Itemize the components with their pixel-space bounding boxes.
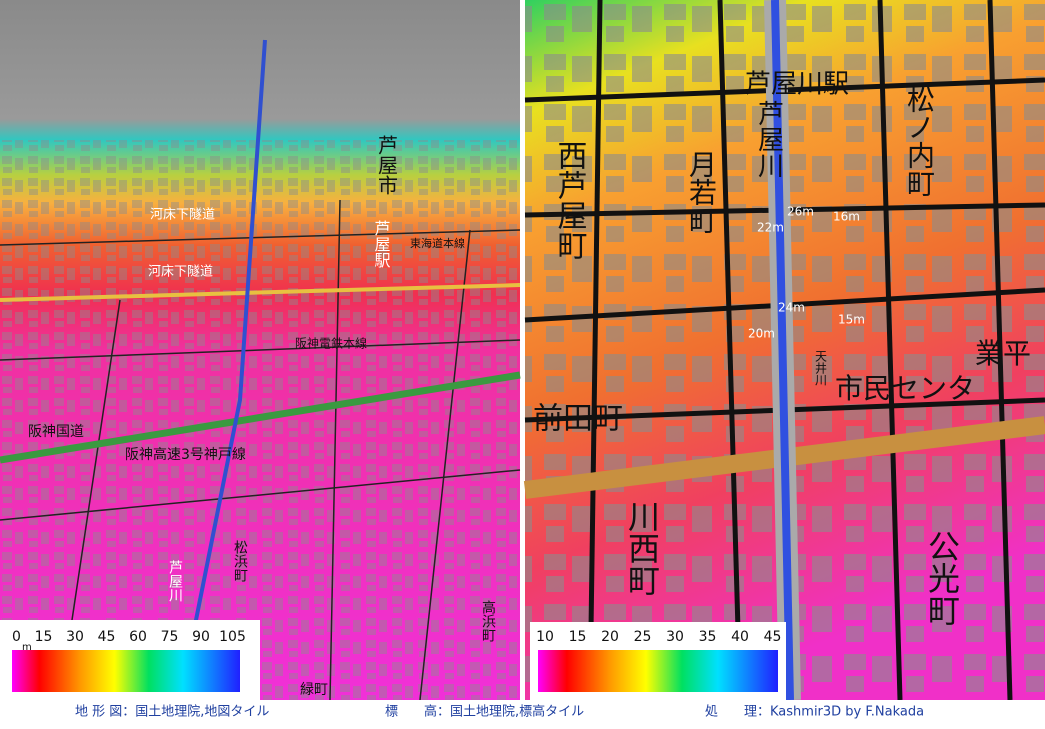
map-label: 芦屋市 (375, 135, 399, 195)
map-label: 15m (838, 313, 865, 327)
legend-tick-label: 75 (161, 629, 179, 645)
map-label: 公光町 (923, 530, 961, 626)
map-label: 西芦屋町 (552, 140, 587, 260)
map-label: 24m (778, 301, 805, 315)
map-label: 河床下隧道 (150, 207, 215, 223)
legend-unit: m (22, 642, 32, 653)
map-label: 22m (757, 221, 784, 235)
map-label: 東海道本線 (410, 236, 465, 250)
legend-tick-label: 20 (601, 629, 619, 645)
map-label: 天井川 (814, 350, 828, 386)
map-label: 阪神高速3号神戸線 (125, 446, 246, 463)
map-label: 芦屋川 (167, 560, 183, 602)
legend-tick-label: 45 (98, 629, 116, 645)
map-label: 松ノ内町 (903, 85, 936, 197)
legend-tick-label: 25 (634, 629, 652, 645)
map-label: 芦屋川駅 (745, 70, 849, 100)
footer-credit: 処 理：Kashmir3D by F.Nakada (705, 705, 924, 720)
map-label: 前田町 (533, 402, 623, 437)
map-label: 緑町 (300, 682, 328, 698)
legend-tick-label: 45 (764, 629, 782, 645)
map-label: 市民センタ (835, 372, 975, 405)
legend-tick-label: 30 (666, 629, 684, 645)
legend-tick-label: 90 (192, 629, 210, 645)
legend-tick-label: 35 (699, 629, 717, 645)
legend-tick-label: 0 (12, 629, 21, 645)
footer-credit: 標 高：国土地理院,標高タイル (385, 704, 584, 720)
map-label: 業平 (975, 337, 1031, 370)
legend-tick-label: 40 (731, 629, 749, 645)
footer-bg (0, 700, 1045, 725)
legend-tick-label: 105 (219, 629, 246, 645)
map-label: 芦屋駅 (372, 220, 391, 268)
map-label: 芦屋川 (754, 100, 784, 178)
left-map (0, 0, 521, 701)
right-map (523, 0, 1045, 701)
map-label: 阪神国道 (28, 424, 84, 440)
legend-tick-label: 15 (569, 629, 587, 645)
legend-tick-label: 60 (129, 629, 147, 645)
legend-tick-label: 10 (536, 629, 554, 645)
map-label: 26m (787, 205, 814, 219)
footer-credit: 地 形 図：国土地理院,地図タイル (75, 705, 269, 720)
legend-tick-label: 15 (35, 629, 53, 645)
map-label: 16m (833, 210, 860, 224)
map-label: 高浜町 (480, 599, 496, 642)
map-label: 阪神電鉄本線 (295, 336, 367, 351)
right-legend (530, 622, 786, 700)
legend-tick-label: 30 (66, 629, 84, 645)
map-label: 川西町 (623, 500, 661, 596)
map-label: 河床下隧道 (148, 264, 213, 280)
map-label: 20m (748, 327, 775, 341)
map-label: 松浜町 (232, 540, 248, 582)
map-label: 月若町 (685, 150, 718, 234)
left-legend (0, 620, 260, 700)
